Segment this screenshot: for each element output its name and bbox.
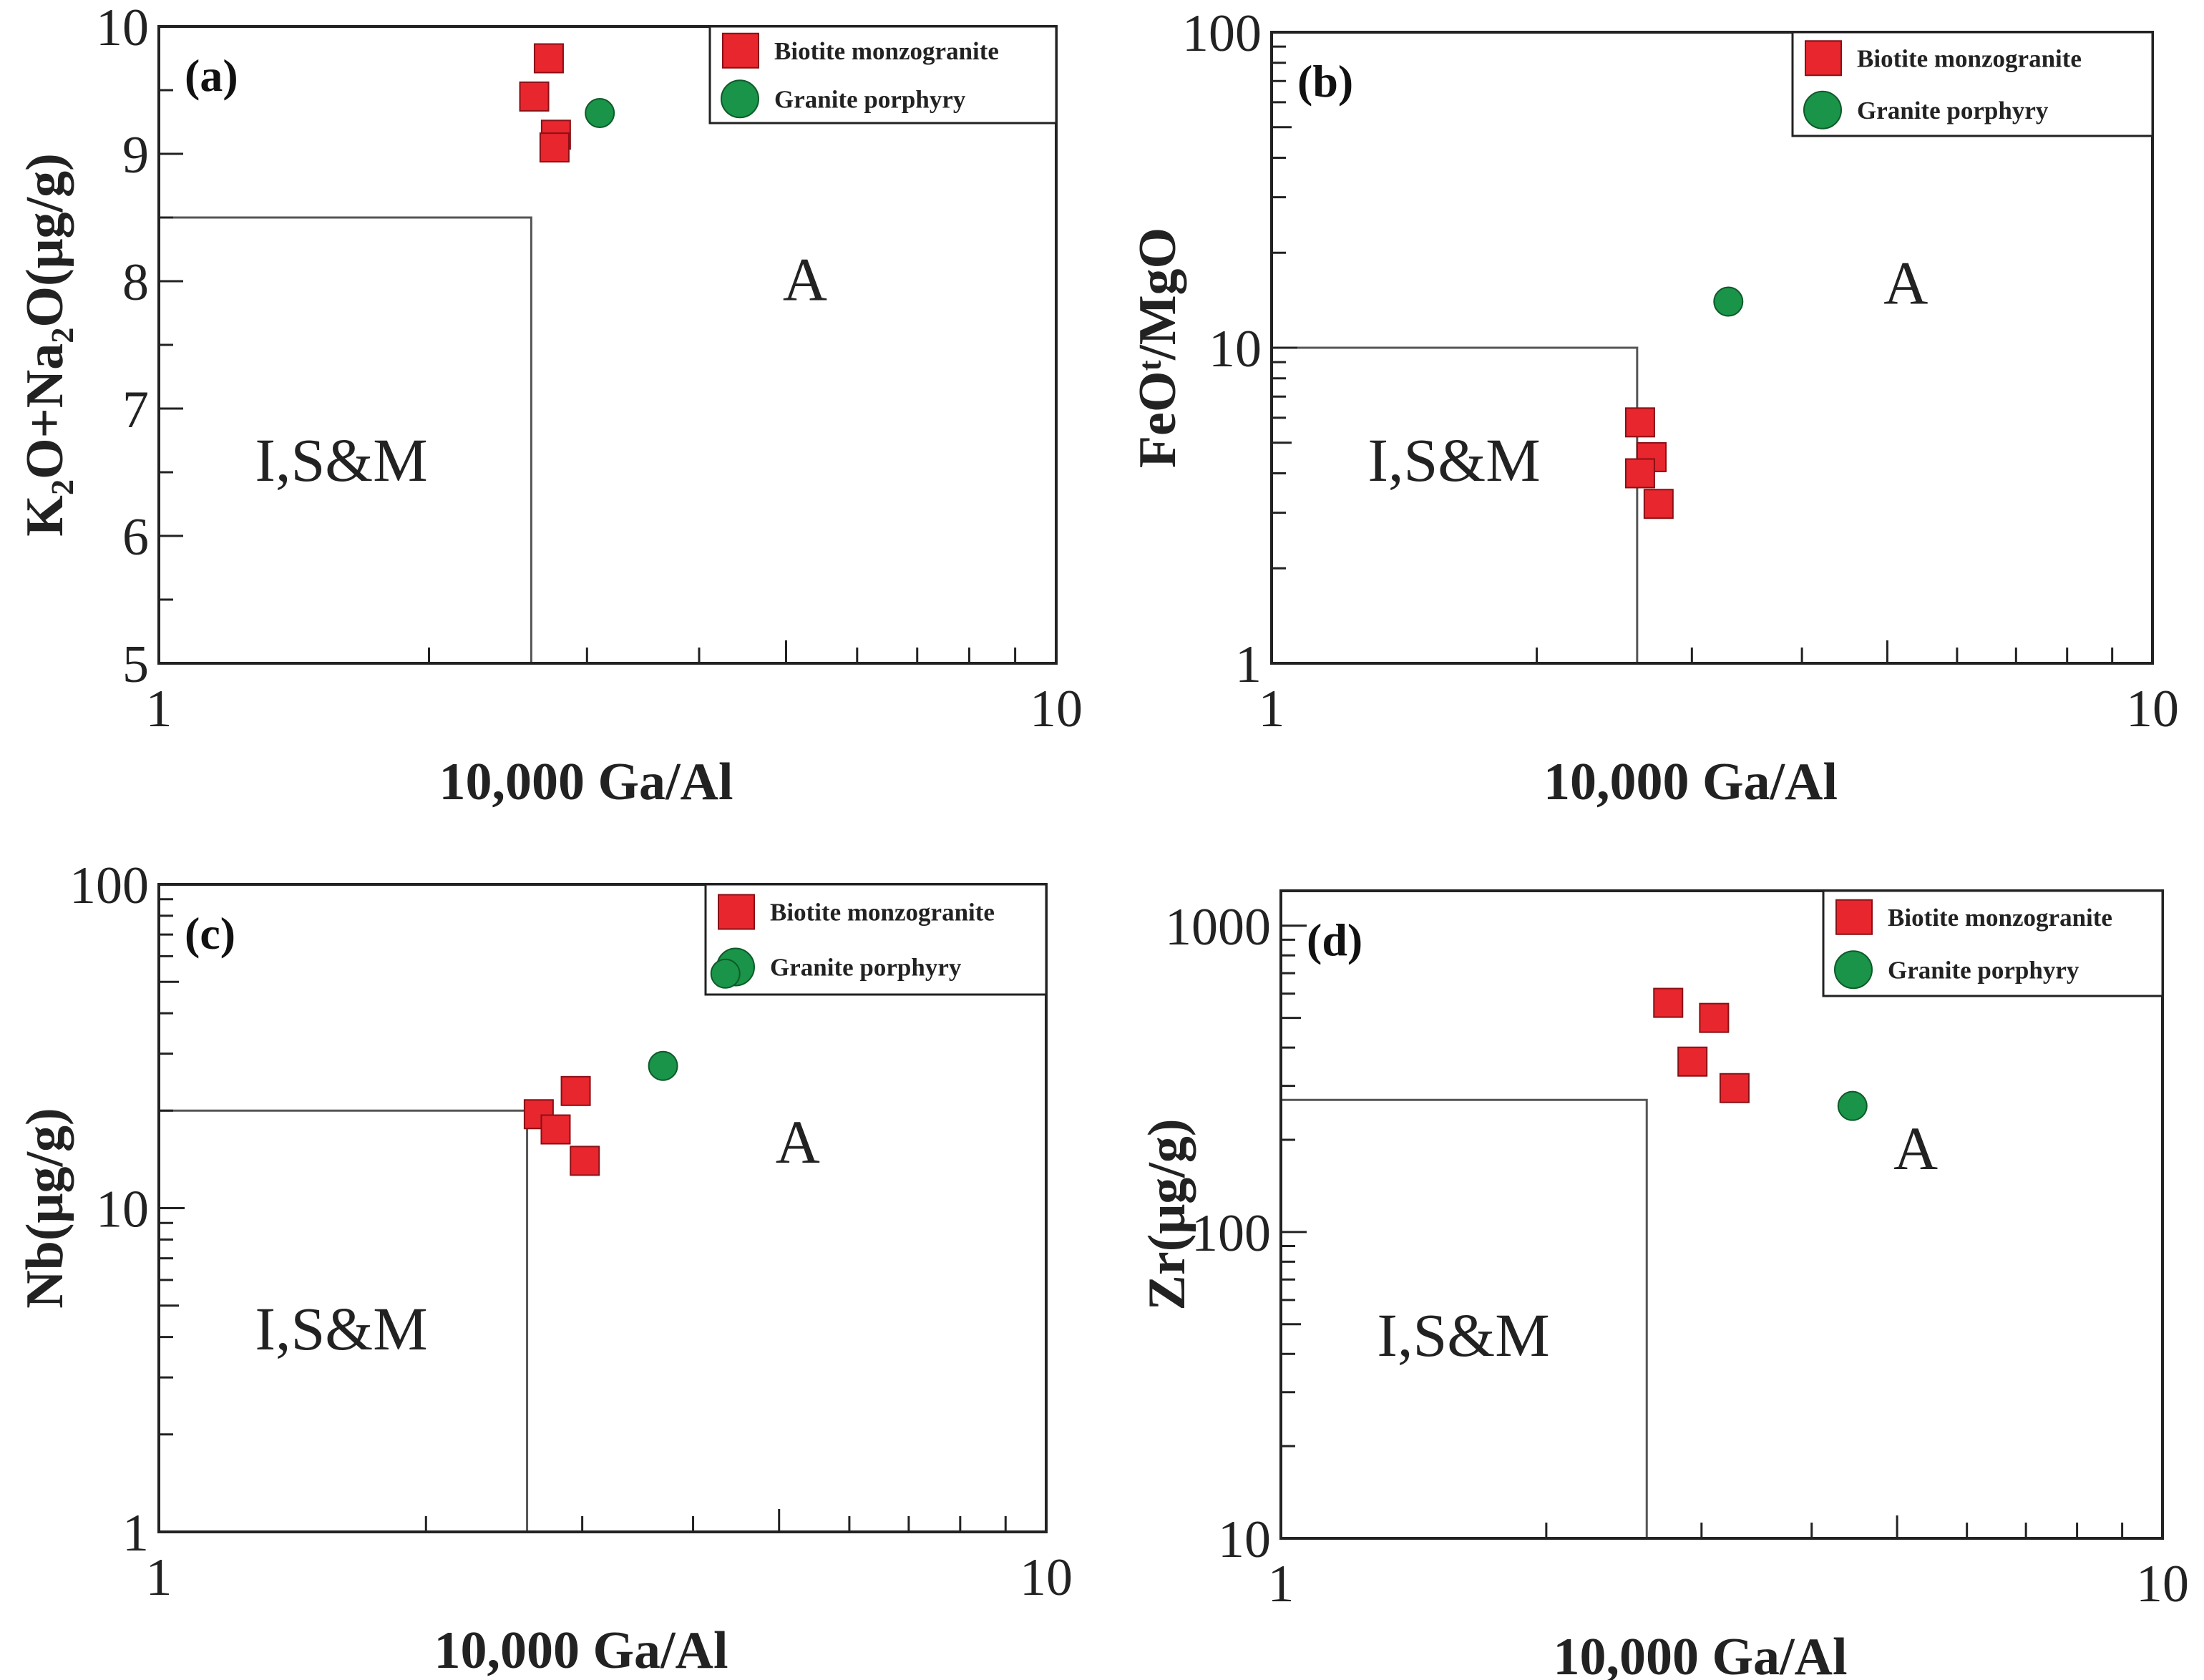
data-point-biotite: [1719, 1073, 1750, 1103]
y-tick-label: 10: [1209, 320, 1262, 379]
y-tick-label: 10: [96, 1181, 149, 1239]
y-tick-label: 100: [1191, 1204, 1271, 1263]
y-tick-label: 10: [96, 0, 149, 57]
y-axis-label: Nb(μg/g): [16, 1108, 74, 1308]
region-label-a: A: [783, 245, 827, 314]
y-axis-label: K₂O+Na₂O(μg/g): [16, 153, 74, 536]
y-tick-label: 1000: [1165, 898, 1271, 957]
legend-square-marker: [1805, 40, 1842, 77]
panel-label: (a): [185, 50, 238, 101]
panel-label: (c): [185, 908, 235, 959]
legend-label-porphyry: Granite porphyry: [1857, 97, 2049, 124]
field-boundary: [159, 216, 532, 663]
data-point-porphyry: [1837, 1090, 1868, 1121]
panel-c: 1 10 1 10 100 10,000 Ga/Al Nb(μg/g) (c) I,S&M A Bi…: [16, 856, 1073, 1680]
x-tick-label: 10: [1030, 680, 1083, 738]
data-point-biotite: [533, 43, 564, 74]
data-point-porphyry: [1713, 286, 1744, 317]
legend: Biotite monzogranite Granite porphyry: [1822, 889, 2164, 997]
legend-label-porphyry: Granite porphyry: [770, 954, 962, 982]
legend-square-marker: [722, 32, 759, 69]
y-tick-label: 10: [1218, 1510, 1271, 1569]
data-point-biotite: [1677, 1046, 1708, 1077]
legend-label-biotite: Biotite monzogranite: [1888, 904, 2112, 932]
data-point-biotite: [1624, 407, 1655, 438]
panel-a: 1 10 5 6 7 8 9 10 10,000 Ga/Al K₂O+Na₂O(μg/g) (a) I…: [16, 0, 1083, 811]
data-point-porphyry: [710, 958, 741, 989]
x-tick-label: 1: [1259, 680, 1285, 738]
y-tick-label: 9: [122, 126, 149, 185]
region-label-ism: I,S&M: [1367, 426, 1540, 494]
region-label-a: A: [1883, 248, 1928, 317]
data-point-porphyry: [585, 98, 615, 129]
legend-box: [1791, 31, 2154, 137]
data-point-biotite: [540, 1114, 571, 1145]
y-axis-label: Zr(μg/g): [1138, 1119, 1196, 1311]
legend-circle-marker: [721, 79, 759, 119]
x-tick-label: 10: [1020, 1548, 1073, 1607]
legend-label-porphyry: Granite porphyry: [1888, 956, 2079, 984]
y-tick-label: 7: [122, 381, 149, 439]
data-point-biotite: [1624, 458, 1655, 489]
y-tick-label: 100: [1182, 4, 1262, 63]
data-point-biotite: [1653, 987, 1684, 1018]
legend-circle-marker: [1834, 950, 1873, 990]
x-tick-label: 1: [146, 1548, 172, 1607]
panel-b: 1 10 1 10 100 10,000 Ga/Al FeOᵗ/MgO (b) I,S&M A Bi…: [1128, 4, 2179, 811]
field-boundary: [1272, 346, 1639, 663]
data-point-biotite: [570, 1146, 600, 1176]
x-tick-label: 10: [2126, 680, 2179, 738]
region-label-a: A: [776, 1108, 820, 1176]
legend-label-biotite: Biotite monzogranite: [770, 899, 995, 927]
data-point-biotite: [1643, 489, 1674, 519]
x-tick-label: 1: [146, 680, 172, 738]
legend-square-marker: [1835, 899, 1873, 935]
legend-label-porphyry: Granite porphyry: [774, 85, 966, 113]
legend-box: [1822, 889, 2164, 997]
region-label-ism: I,S&M: [1377, 1301, 1549, 1369]
x-axis-label: 10,000 Ga/Al: [1553, 1628, 1847, 1680]
x-axis-label: 10,000 Ga/Al: [1544, 753, 1838, 811]
y-tick-label: 8: [122, 253, 149, 312]
legend-circle-marker: [1803, 90, 1842, 130]
panel-label: (d): [1307, 914, 1362, 965]
data-point-biotite: [560, 1075, 591, 1106]
legend-square-marker: [718, 894, 755, 930]
field-boundary: [1281, 1098, 1648, 1538]
legend-label-biotite: Biotite monzogranite: [774, 37, 999, 65]
y-tick-label: 5: [122, 635, 149, 694]
region-label-ism: I,S&M: [255, 426, 427, 494]
y-axis-label: FeOᵗ/MgO: [1128, 228, 1187, 468]
legend: Biotite monzogranite Granite porphyry: [704, 883, 1048, 996]
x-tick-label: 10: [2136, 1555, 2189, 1613]
y-tick-label: 100: [69, 856, 149, 915]
plot-frame: [1279, 889, 2164, 1540]
legend: Biotite monzogranite Granite porphyry: [1791, 31, 2154, 137]
data-point-biotite: [519, 81, 550, 112]
x-axis-label: 10,000 Ga/Al: [439, 753, 733, 811]
data-point-biotite: [539, 132, 570, 163]
data-point-biotite: [1699, 1002, 1730, 1033]
y-tick-label: 6: [122, 508, 149, 567]
x-tick-label: 1: [1268, 1555, 1294, 1613]
data-point-porphyry: [648, 1050, 678, 1081]
y-tick-label: 1: [122, 1504, 149, 1563]
region-label-ism: I,S&M: [255, 1294, 427, 1363]
y-tick-label: 1: [1235, 635, 1262, 694]
legend-label-biotite: Biotite monzogranite: [1857, 44, 2082, 72]
x-axis-label: 10,000 Ga/Al: [434, 1621, 728, 1680]
panel-label: (b): [1297, 56, 1353, 107]
legend-box: [704, 883, 1048, 996]
region-label-a: A: [1893, 1114, 1938, 1183]
legend: Biotite monzogranite Granite porphyry: [708, 25, 1058, 124]
legend-box: [708, 25, 1058, 124]
